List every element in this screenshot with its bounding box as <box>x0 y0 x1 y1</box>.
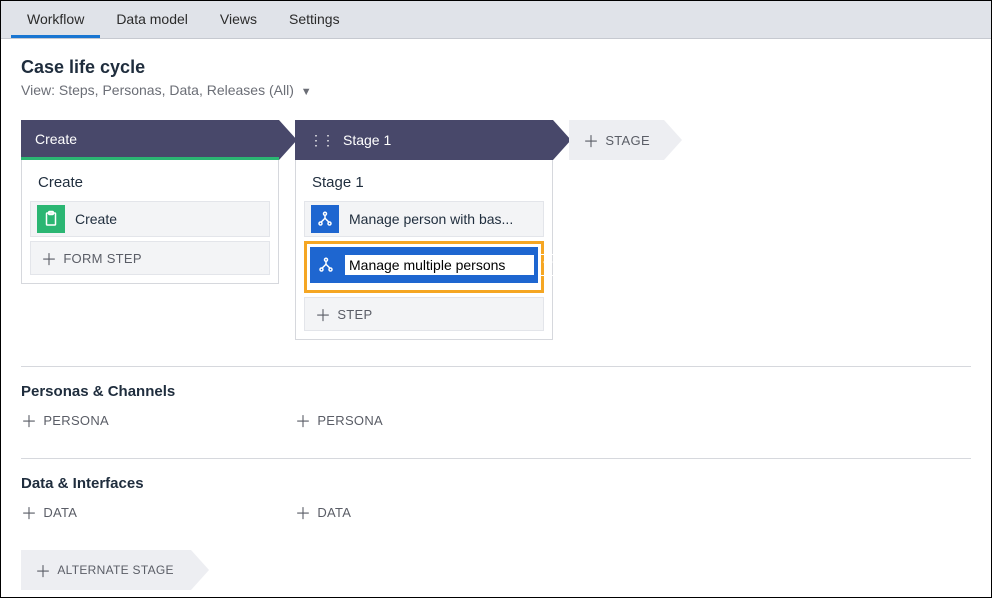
add-alternate-stage-button[interactable]: ＋ ALTERNATE STAGE <box>21 550 191 590</box>
section-personas-title: Personas & Channels <box>21 383 971 400</box>
stages-row: Create Create Create ＋ FORM STEP ⋮⋮ <box>21 120 971 340</box>
alternate-stage-row: ＋ ALTERNATE STAGE <box>21 550 971 590</box>
add-step-button[interactable]: ＋ STEP <box>304 297 544 331</box>
stage-header-stage1[interactable]: ⋮⋮ Stage 1 <box>295 120 553 160</box>
add-data-label: DATA <box>317 505 351 520</box>
add-stage-label: STAGE <box>605 133 650 148</box>
branch-icon <box>317 251 335 279</box>
add-persona-label: PERSONA <box>43 413 109 428</box>
step-row-create[interactable]: Create <box>30 201 270 237</box>
add-form-step-label: FORM STEP <box>63 251 142 266</box>
clipboard-icon <box>37 205 65 233</box>
add-step-label: STEP <box>337 307 372 322</box>
chevron-down-icon: ▼ <box>301 86 312 98</box>
page-title: Case life cycle <box>21 57 971 78</box>
plus-icon: ＋ <box>295 408 311 432</box>
add-persona-button[interactable]: ＋ PERSONA <box>295 408 553 432</box>
plus-icon: ＋ <box>21 500 37 524</box>
add-persona-label: PERSONA <box>317 413 383 428</box>
tab-settings[interactable]: Settings <box>273 1 356 38</box>
stage-header-create[interactable]: Create <box>21 120 279 160</box>
plus-icon: ＋ <box>295 500 311 524</box>
tab-data-model[interactable]: Data model <box>100 1 204 38</box>
section-data-title: Data & Interfaces <box>21 475 971 492</box>
tab-bar: Workflow Data model Views Settings <box>1 1 991 39</box>
step-label: Manage person with bas... <box>349 211 513 227</box>
step-name-input[interactable] <box>345 255 534 275</box>
delete-step-button[interactable] <box>540 254 556 276</box>
add-alternate-stage-label: ALTERNATE STAGE <box>57 563 174 577</box>
stage-name: Stage 1 <box>343 132 391 148</box>
add-data-label: DATA <box>43 505 77 520</box>
stage-body-create: Create Create ＋ FORM STEP <box>21 160 279 284</box>
plus-icon: ＋ <box>315 302 331 326</box>
view-selector-label: View: Steps, Personas, Data, Releases (A… <box>21 82 294 98</box>
plus-icon: ＋ <box>21 408 37 432</box>
substage-name: Stage 1 <box>304 168 544 201</box>
stage-name: Create <box>35 131 77 147</box>
step-row-manage-person[interactable]: Manage person with bas... <box>304 201 544 237</box>
branch-icon <box>311 205 339 233</box>
stage-column-create: Create Create Create ＋ FORM STEP <box>21 120 279 284</box>
plus-icon: ＋ <box>35 558 51 582</box>
add-persona-button[interactable]: ＋ PERSONA <box>21 408 279 432</box>
personas-row: ＋ PERSONA ＋ PERSONA <box>21 408 971 432</box>
add-stage-column: ＋ STAGE <box>569 120 664 160</box>
stage-body-stage1: Stage 1 Manage person with bas... <box>295 160 553 340</box>
content-area: Case life cycle View: Steps, Personas, D… <box>1 39 991 608</box>
plus-icon: ＋ <box>583 128 599 152</box>
substage-name: Create <box>30 168 270 201</box>
add-data-button[interactable]: ＋ DATA <box>21 500 279 524</box>
divider <box>21 366 971 367</box>
step-row-manage-multiple-selected[interactable] <box>310 247 538 283</box>
highlighted-step-wrapper <box>304 241 544 293</box>
add-data-button[interactable]: ＋ DATA <box>295 500 553 524</box>
view-selector[interactable]: View: Steps, Personas, Data, Releases (A… <box>21 82 971 98</box>
tab-views[interactable]: Views <box>204 1 273 38</box>
add-form-step-button[interactable]: ＋ FORM STEP <box>30 241 270 275</box>
drag-handle-icon[interactable]: ⋮⋮ <box>309 132 333 149</box>
plus-icon: ＋ <box>41 246 57 270</box>
tab-workflow[interactable]: Workflow <box>11 1 100 38</box>
step-label: Create <box>75 211 117 227</box>
divider <box>21 458 971 459</box>
data-row: ＋ DATA ＋ DATA <box>21 500 971 524</box>
add-stage-button[interactable]: ＋ STAGE <box>569 120 664 160</box>
stage-column-stage1: ⋮⋮ Stage 1 Stage 1 Manage person with ba… <box>295 120 553 340</box>
